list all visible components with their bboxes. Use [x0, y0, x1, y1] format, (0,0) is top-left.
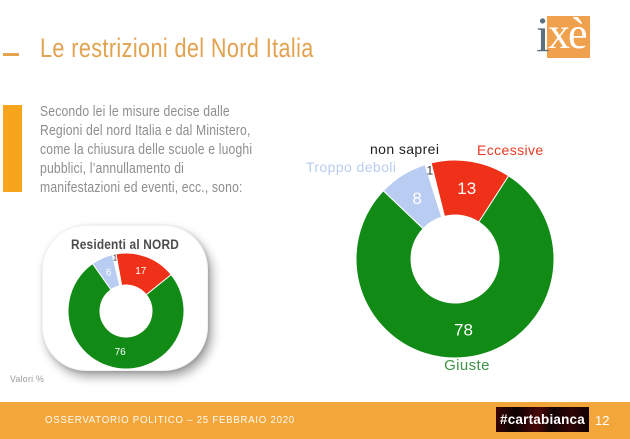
donut-value-label: 6: [106, 267, 112, 278]
card-title: Residenti al NORD: [71, 237, 179, 252]
label-non-saprei: non saprei: [370, 141, 440, 157]
accent-block: [3, 105, 22, 192]
question-line: manifestazioni ed eventi, ecc., sono:: [40, 180, 243, 196]
donut-slice-giuste: [67, 262, 185, 370]
ixe-logo: i xè: [536, 6, 600, 72]
question-line: pubblici, l’annullamento di: [40, 161, 185, 177]
values-note: Valori %: [10, 374, 45, 385]
donut-value-label: 1: [427, 163, 434, 177]
donut-value-label: 13: [457, 179, 476, 198]
donut-value-label: 1: [113, 254, 118, 263]
page-number: 12: [595, 413, 610, 428]
cartabianca-badge: #cartabianca: [496, 407, 589, 432]
big-donut-chart: 13 78 81: [355, 159, 555, 359]
donut-value-label: 78: [454, 321, 473, 340]
residenti-nord-card: Residenti al NORD 17 76 6 1: [42, 225, 208, 371]
donut-value-label: 8: [412, 189, 421, 208]
question-line: come la chiusura delle scuole e luoghi: [40, 142, 253, 158]
donut-value-label: 76: [115, 347, 127, 358]
question-line: Secondo lei le misure decise dalle: [40, 104, 230, 120]
donut-value-label: 17: [135, 266, 147, 277]
label-troppo-deboli: Troppo deboli: [306, 159, 397, 175]
donut-slice-non-saprei: [424, 162, 445, 218]
donut-slice-giuste: [355, 175, 555, 359]
small-donut-chart: 17 76 61: [67, 252, 185, 370]
page-title: Le restrizioni del Nord Italia: [40, 33, 314, 63]
footer-bar: OSSERVATORIO POLITICO – 25 FEBBRAIO 2020…: [0, 402, 630, 439]
title-dash: [3, 53, 19, 56]
donut-slice-non-saprei: [111, 253, 123, 287]
survey-question: Secondo lei le misure decise dalle Regio…: [40, 103, 258, 198]
logo-letters-xe: xè: [548, 9, 588, 58]
label-eccessive: Eccessive: [477, 142, 544, 158]
logo-square: [547, 16, 590, 58]
logo-letter-i: i: [536, 6, 550, 62]
label-giuste: Giuste: [444, 357, 490, 374]
question-line: Regioni del nord Italia e dal Ministero,: [40, 123, 251, 139]
footer-source-text: OSSERVATORIO POLITICO – 25 FEBBRAIO 2020: [45, 414, 295, 426]
